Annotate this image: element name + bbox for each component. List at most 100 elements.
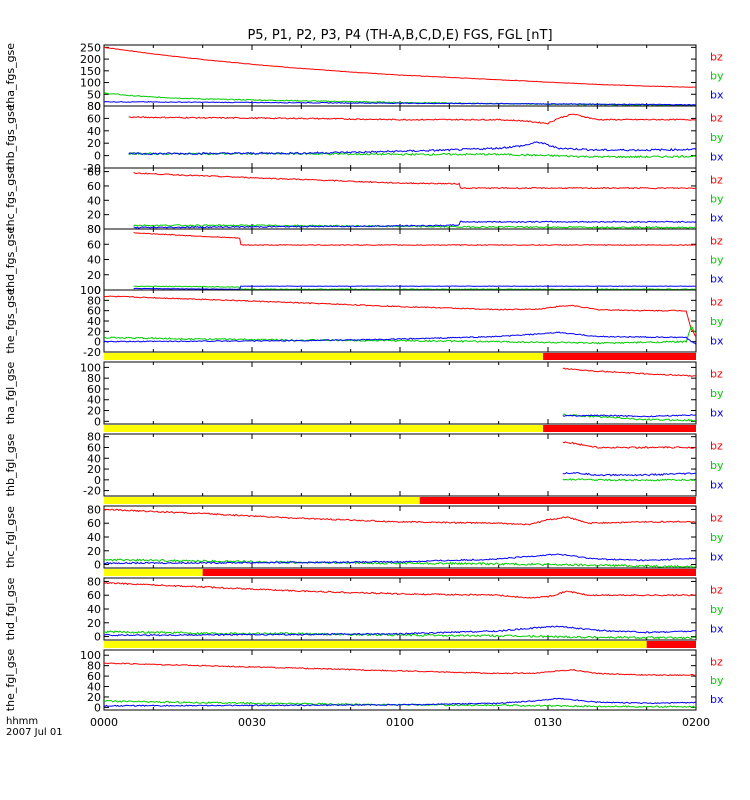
mode-bar-yellow bbox=[104, 641, 647, 648]
legend-bx: bx bbox=[710, 550, 724, 563]
y-tick-label: 20 bbox=[87, 209, 101, 222]
legend-bz: bz bbox=[710, 512, 723, 525]
legend-bx: bx bbox=[710, 273, 724, 286]
legend-bx: bx bbox=[710, 89, 724, 102]
legend-bx: bx bbox=[710, 693, 724, 706]
series-line-by bbox=[562, 478, 696, 482]
y-tick-label: 0 bbox=[94, 284, 101, 297]
y-tick-label: 100 bbox=[80, 77, 101, 90]
y-axis-label: thd_fgl_gse bbox=[4, 577, 17, 640]
y-tick-label: 40 bbox=[87, 125, 101, 138]
y-tick-label: 100 bbox=[80, 649, 101, 662]
y-tick-label: 200 bbox=[80, 53, 101, 66]
time-axis-label-units: hhmm bbox=[6, 716, 39, 727]
y-tick-label: 100 bbox=[80, 361, 101, 374]
y-tick-label: 40 bbox=[87, 681, 101, 694]
series-line-bx bbox=[562, 471, 697, 477]
y-tick-label: 0 bbox=[94, 150, 101, 163]
legend-by: by bbox=[710, 674, 724, 687]
legend-bz: bz bbox=[710, 296, 723, 309]
series-line-bz bbox=[103, 508, 697, 526]
y-axis-label: the_fgs_gse bbox=[4, 288, 17, 353]
y-tick-label: 20 bbox=[87, 545, 101, 558]
y-tick-label: 80 bbox=[87, 372, 101, 385]
legend-by: by bbox=[710, 603, 724, 616]
y-tick-label: 80 bbox=[87, 166, 101, 179]
y-tick-label: 100 bbox=[80, 284, 101, 297]
series-line-bz bbox=[562, 441, 697, 449]
legend-bz: bz bbox=[710, 584, 723, 597]
y-tick-label: 20 bbox=[87, 405, 101, 418]
legend-bx: bx bbox=[710, 150, 724, 163]
series-line-bz bbox=[103, 662, 697, 677]
mode-bar-red bbox=[419, 497, 696, 504]
panel-frame bbox=[103, 228, 697, 291]
series-line-bz bbox=[562, 367, 697, 377]
series-line-bz bbox=[133, 172, 697, 190]
legend-bz: bz bbox=[710, 112, 723, 125]
mode-bar-3 bbox=[104, 497, 696, 504]
mode-bar-red bbox=[646, 641, 696, 648]
y-tick-label: 80 bbox=[87, 431, 101, 444]
mode-bar-red bbox=[202, 569, 696, 576]
y-tick-label: 80 bbox=[87, 575, 101, 588]
y-tick-label: 80 bbox=[87, 294, 101, 307]
y-tick-label: 20 bbox=[87, 463, 101, 476]
y-tick-label: 40 bbox=[87, 194, 101, 207]
y-axis-label: thd_fgs_gse bbox=[4, 227, 17, 293]
y-tick-label: 60 bbox=[87, 589, 101, 602]
series-line-by bbox=[103, 699, 697, 709]
y-tick-label: -20 bbox=[83, 346, 101, 359]
legend-by: by bbox=[710, 315, 724, 328]
y-tick-label: -20 bbox=[83, 485, 101, 498]
series-line-bz bbox=[133, 232, 697, 246]
series-line-bz bbox=[103, 46, 697, 88]
y-tick-label: 60 bbox=[87, 517, 101, 530]
x-tick-label: 0200 bbox=[682, 716, 710, 729]
panel-frame bbox=[103, 649, 697, 711]
mode-bar-4 bbox=[104, 569, 696, 576]
y-tick-label: 20 bbox=[87, 617, 101, 630]
legend-bz: bz bbox=[710, 368, 723, 381]
y-tick-label: 80 bbox=[87, 223, 101, 236]
time-axis-label: hhmm 2007 Jul 01 bbox=[6, 716, 63, 738]
y-tick-label: 20 bbox=[87, 269, 101, 282]
legend-by: by bbox=[710, 254, 724, 267]
y-tick-label: 60 bbox=[87, 383, 101, 396]
y-tick-label: 0 bbox=[94, 336, 101, 349]
series-line-bx bbox=[128, 141, 697, 156]
series-line-bz bbox=[128, 113, 697, 125]
y-tick-label: 0 bbox=[94, 474, 101, 487]
series-line-bx bbox=[103, 100, 697, 106]
series-line-bx bbox=[103, 625, 697, 637]
mode-bar-yellow bbox=[104, 353, 544, 360]
y-tick-label: 40 bbox=[87, 603, 101, 616]
series-line-bx bbox=[133, 285, 696, 290]
series-line-bz bbox=[103, 295, 697, 338]
y-tick-label: 20 bbox=[87, 137, 101, 150]
mode-bar-yellow bbox=[104, 497, 420, 504]
legend-bx: bx bbox=[710, 212, 724, 225]
y-tick-label: 40 bbox=[87, 531, 101, 544]
series-line-bx bbox=[133, 220, 697, 229]
legend-by: by bbox=[710, 193, 724, 206]
x-tick-label: 0130 bbox=[534, 716, 562, 729]
series-line-bx bbox=[103, 697, 697, 707]
panel-frame bbox=[103, 105, 697, 169]
legend-by: by bbox=[710, 459, 724, 472]
y-tick-label: 40 bbox=[87, 394, 101, 407]
y-axis-label: thb_fgl_gse bbox=[4, 433, 17, 496]
legend-bz: bz bbox=[710, 440, 723, 453]
legend-by: by bbox=[710, 131, 724, 144]
y-tick-label: 40 bbox=[87, 315, 101, 328]
y-tick-label: 80 bbox=[87, 503, 101, 516]
y-axis-label: thc_fgs_gse bbox=[4, 166, 17, 231]
y-tick-label: 40 bbox=[87, 254, 101, 267]
